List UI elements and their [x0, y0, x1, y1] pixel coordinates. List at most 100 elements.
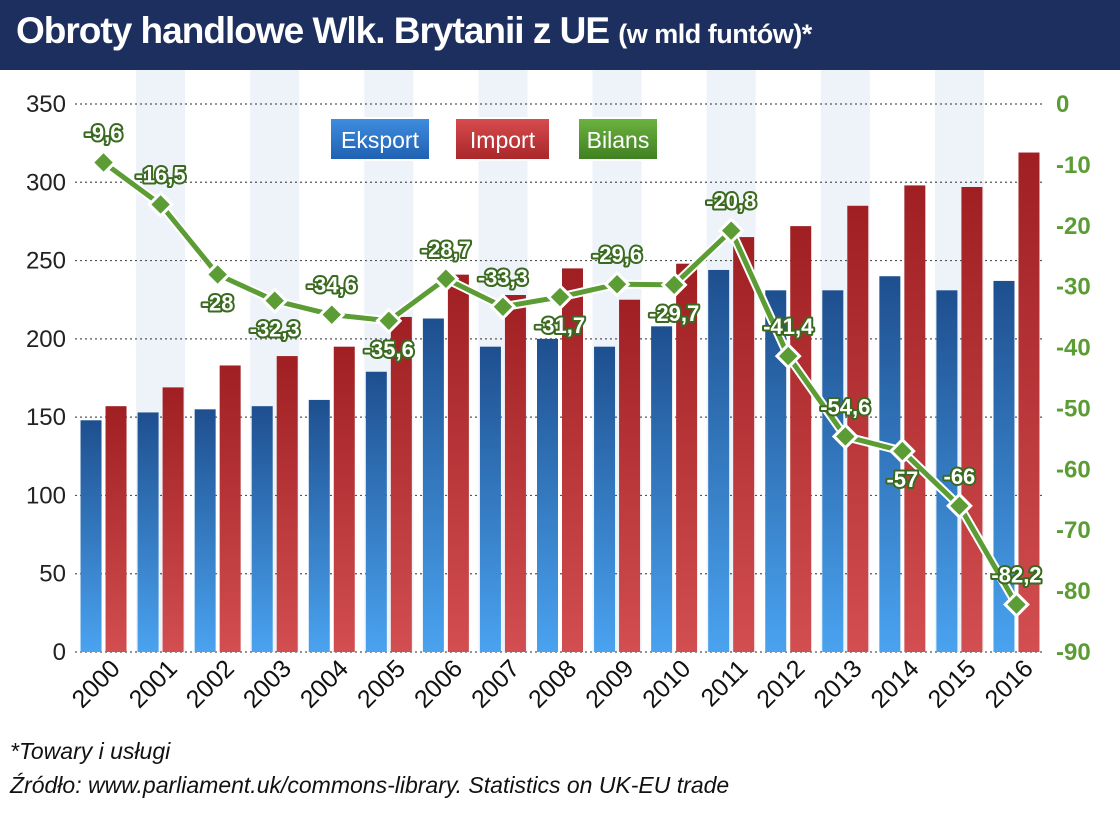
export-bar [765, 290, 787, 652]
right-tick-label: -30 [1056, 274, 1091, 301]
right-tick-label: -60 [1056, 456, 1091, 483]
balance-point [90, 149, 117, 176]
trade-chart: -9,6 -16,5 -28 -32,3 -34,6 -35,6 -28,7 -33,3 -31… [26, 70, 1091, 714]
import-bar [504, 295, 526, 652]
balance-point [489, 293, 517, 321]
left-tick-label: 250 [26, 248, 66, 275]
import-bar [904, 185, 926, 652]
balance-point [603, 270, 631, 298]
legend-label-eksport: Eksport [341, 127, 420, 153]
balance-point [261, 287, 289, 315]
import-bar [1018, 152, 1040, 652]
right-tick-label: -80 [1056, 578, 1091, 605]
export-bar [365, 371, 387, 652]
legend-swatch-eksport [329, 117, 431, 161]
export-bar [308, 399, 330, 652]
balance-label: -29,6 [592, 242, 642, 267]
import-bar [961, 186, 983, 652]
right-tick-label: -10 [1056, 152, 1091, 179]
export-bar [879, 276, 901, 652]
balance-label: -35,6 [364, 337, 414, 362]
import-bar [447, 274, 469, 652]
legend-swatch-import [454, 117, 551, 161]
export-bar [137, 412, 159, 652]
import-bar [162, 387, 184, 652]
balance-point [1003, 591, 1030, 618]
chart-subtitle: (w mld funtów)* [618, 19, 812, 49]
x-tick-label: 2014 [865, 654, 924, 713]
balance-label: -41,4 [763, 314, 814, 339]
balance-label: -82,2 [991, 563, 1041, 588]
balance-label: -28,7 [421, 237, 471, 262]
balance-label: -28 [202, 290, 234, 315]
right-tick-label: -90 [1056, 639, 1091, 666]
import-bar [847, 205, 869, 652]
balance-label: -32,3 [250, 317, 300, 342]
x-tick-label: 2016 [980, 654, 1039, 713]
balance-point [945, 492, 973, 520]
balance-label: -16,5 [136, 162, 186, 187]
balance-point [147, 191, 175, 218]
balance-label: -29,7 [649, 301, 699, 326]
balance-point [432, 265, 460, 293]
x-tick-label: 2010 [637, 654, 696, 713]
import-bar [733, 237, 755, 653]
x-tick-label: 2002 [181, 654, 240, 713]
x-tick-label: 2008 [523, 654, 582, 713]
balance-label: -31,7 [535, 313, 585, 338]
balance-label: -57 [886, 467, 918, 492]
balance-label: -20,8 [706, 189, 756, 214]
left-tick-label: 100 [26, 482, 66, 509]
export-bar [80, 420, 102, 652]
left-tick-label: 0 [53, 639, 66, 666]
right-tick-label: -50 [1056, 395, 1091, 422]
balance-point [831, 423, 859, 450]
x-tick-label: 2005 [352, 654, 411, 713]
x-tick-label: 2004 [295, 654, 354, 713]
export-bar [537, 338, 558, 652]
footnote: *Towary i usługi [10, 738, 171, 764]
export-bar [708, 269, 730, 652]
import-bar [390, 316, 412, 652]
export-bar [993, 280, 1015, 652]
balance-point [717, 217, 745, 245]
balance-point [546, 283, 574, 311]
import-bar [562, 268, 583, 652]
legend: Eksport Import Bilans [329, 117, 659, 161]
balance-point [375, 307, 403, 335]
import-bar [619, 299, 641, 652]
balance-label: -33,3 [478, 265, 528, 290]
balance-point [888, 437, 916, 465]
source-note: Źródło: www.parliament.uk/commons-librar… [10, 772, 730, 798]
balance-point [318, 301, 346, 329]
x-tick-label: 2013 [808, 654, 867, 713]
import-bar [105, 406, 127, 652]
import-bar [790, 226, 812, 652]
export-bar [651, 326, 673, 652]
left-tick-label: 350 [26, 91, 66, 118]
left-tick-label: 150 [26, 404, 66, 431]
right-tick-label: -40 [1056, 335, 1091, 362]
balance-label: -66 [944, 464, 976, 489]
left-tick-label: 300 [26, 169, 66, 196]
balance-label: -9,6 [85, 120, 123, 145]
legend-label-bilans: Bilans [587, 127, 650, 153]
bars [80, 152, 1040, 653]
export-bar [479, 346, 501, 652]
balance-point [774, 342, 802, 370]
export-bar [422, 318, 444, 652]
x-tick-label: 2007 [466, 654, 525, 713]
export-bar [594, 346, 616, 652]
export-bar [936, 290, 958, 652]
x-tick-label: 2001 [124, 654, 183, 713]
x-tick-label: 2000 [67, 654, 126, 713]
export-bar [822, 290, 844, 652]
x-tick-label: 2009 [580, 654, 639, 713]
import-bar [276, 356, 298, 652]
right-tick-label: -70 [1056, 517, 1091, 544]
left-tick-label: 200 [26, 326, 66, 353]
legend-swatch-bilans [577, 117, 659, 161]
balance-label: -34,6 [307, 273, 357, 298]
x-tick-label: 2006 [409, 654, 468, 713]
balance-label: -54,6 [820, 394, 870, 419]
